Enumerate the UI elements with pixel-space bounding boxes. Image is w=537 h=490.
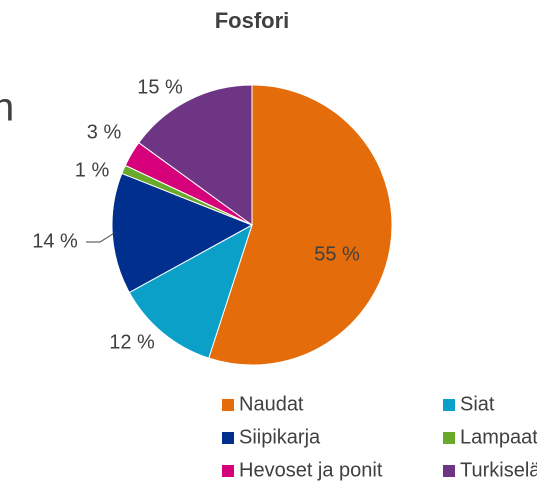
data-label: 55 % (314, 243, 360, 265)
legend-label: Lampaat ja vuohet (460, 426, 537, 448)
data-label: 12 % (109, 331, 155, 353)
background-text: n (0, 86, 14, 130)
legend-swatch (443, 399, 455, 411)
pie-slice (128, 223, 253, 359)
data-label: 1 % (75, 159, 110, 181)
legend-label: Naudat (239, 393, 304, 415)
pie-slice (208, 84, 393, 366)
chart-title: Fosfori (215, 8, 290, 33)
legend-swatch (222, 465, 234, 477)
leader-line (86, 231, 117, 243)
legend-swatch (222, 432, 234, 444)
legend-swatch (222, 399, 234, 411)
pie-slice (138, 84, 253, 226)
legend-label: Siat (460, 393, 495, 415)
data-label: 15 % (137, 76, 183, 98)
legend-swatch (443, 465, 455, 477)
legend-label: Hevoset ja ponit (239, 459, 383, 481)
legend-label: Siipikarja (239, 426, 321, 448)
legend-label: Turkiseläimet (460, 459, 537, 481)
data-label: 3 % (87, 121, 122, 143)
legend-swatch (443, 432, 455, 444)
data-label: 14 % (32, 230, 78, 252)
